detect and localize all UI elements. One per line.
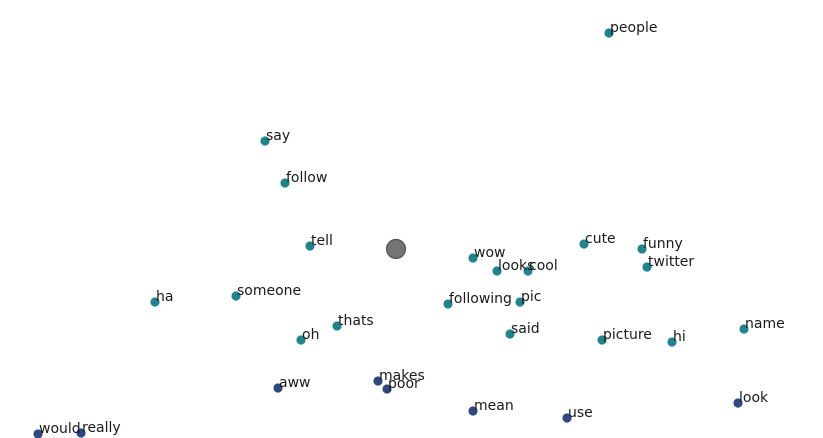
point-hi bbox=[667, 337, 677, 347]
point-mean bbox=[468, 406, 478, 416]
point-thats bbox=[332, 321, 342, 331]
point-poor bbox=[382, 384, 392, 394]
point-label-cool: cool bbox=[529, 258, 558, 274]
point-label-funny: funny bbox=[643, 236, 683, 252]
point-label-following: following bbox=[449, 291, 512, 307]
point-say bbox=[260, 136, 270, 146]
point-tell bbox=[305, 241, 315, 251]
point-looks bbox=[492, 266, 502, 276]
point-label-wow: wow bbox=[474, 245, 505, 261]
center-point bbox=[385, 238, 407, 260]
point-following bbox=[443, 299, 453, 309]
point-label-people: people bbox=[610, 20, 657, 36]
point-label-hi: hi bbox=[673, 329, 686, 345]
point-look bbox=[733, 398, 743, 408]
point-label-poor: poor bbox=[388, 376, 420, 392]
point-label-ha: ha bbox=[156, 289, 173, 305]
point-pic bbox=[515, 297, 525, 307]
point-label-makes: makes bbox=[379, 368, 425, 384]
point-label-name: name bbox=[745, 316, 785, 332]
point-name bbox=[739, 324, 749, 334]
point-really bbox=[76, 428, 86, 438]
point-cute bbox=[579, 239, 589, 249]
point-funny bbox=[637, 244, 647, 254]
point-said bbox=[505, 329, 515, 339]
point-label-pic: pic bbox=[521, 289, 541, 305]
point-label-oh: oh bbox=[302, 327, 319, 343]
point-would bbox=[33, 429, 43, 438]
point-wow bbox=[468, 253, 478, 263]
point-label-picture: picture bbox=[603, 327, 652, 343]
point-label-tell: tell bbox=[311, 233, 333, 249]
points-layer bbox=[33, 28, 749, 438]
point-label-someone: someone bbox=[237, 283, 301, 299]
point-label-use: use bbox=[568, 405, 593, 421]
point-label-thats: thats bbox=[338, 313, 374, 329]
point-use bbox=[562, 413, 572, 423]
point-aww bbox=[273, 383, 283, 393]
point-picture bbox=[597, 335, 607, 345]
point-people bbox=[604, 28, 614, 38]
point-label-cute: cute bbox=[585, 231, 616, 247]
point-label-said: said bbox=[511, 321, 540, 337]
point-cool bbox=[523, 266, 533, 276]
point-label-looks: looks bbox=[498, 258, 534, 274]
point-makes bbox=[373, 376, 383, 386]
point-oh bbox=[296, 335, 306, 345]
point-label-aww: aww bbox=[279, 375, 310, 391]
point-label-say: say bbox=[266, 128, 290, 144]
point-ha bbox=[150, 297, 160, 307]
point-follow bbox=[280, 178, 290, 188]
point-label-really: really bbox=[82, 420, 121, 436]
point-label-would: would bbox=[39, 421, 81, 437]
point-label-mean: mean bbox=[474, 398, 514, 414]
point-someone bbox=[231, 291, 241, 301]
point-label-twitter: twitter bbox=[648, 254, 694, 270]
point-label-look: look bbox=[739, 390, 769, 406]
point-label-follow: follow bbox=[286, 170, 327, 186]
point-twitter bbox=[642, 262, 652, 272]
